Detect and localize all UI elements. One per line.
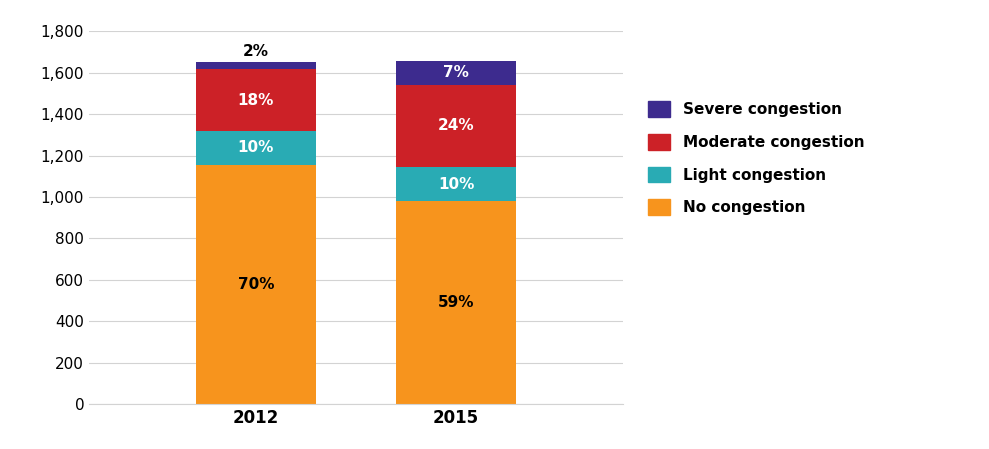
Text: 10%: 10%: [438, 177, 475, 192]
Legend: Severe congestion, Moderate congestion, Light congestion, No congestion: Severe congestion, Moderate congestion, …: [642, 95, 870, 221]
Text: 7%: 7%: [443, 65, 469, 80]
Text: 18%: 18%: [237, 92, 274, 108]
Text: 2%: 2%: [243, 44, 269, 59]
Bar: [196, 131, 316, 165]
Text: 24%: 24%: [438, 119, 475, 133]
Text: 10%: 10%: [237, 141, 274, 155]
Text: 70%: 70%: [237, 277, 274, 292]
Bar: [196, 165, 316, 404]
Bar: [196, 69, 316, 131]
Bar: [397, 85, 516, 167]
Bar: [397, 167, 516, 202]
Bar: [196, 62, 316, 69]
Text: 59%: 59%: [438, 295, 475, 310]
Bar: [397, 202, 516, 404]
Bar: [397, 61, 516, 85]
